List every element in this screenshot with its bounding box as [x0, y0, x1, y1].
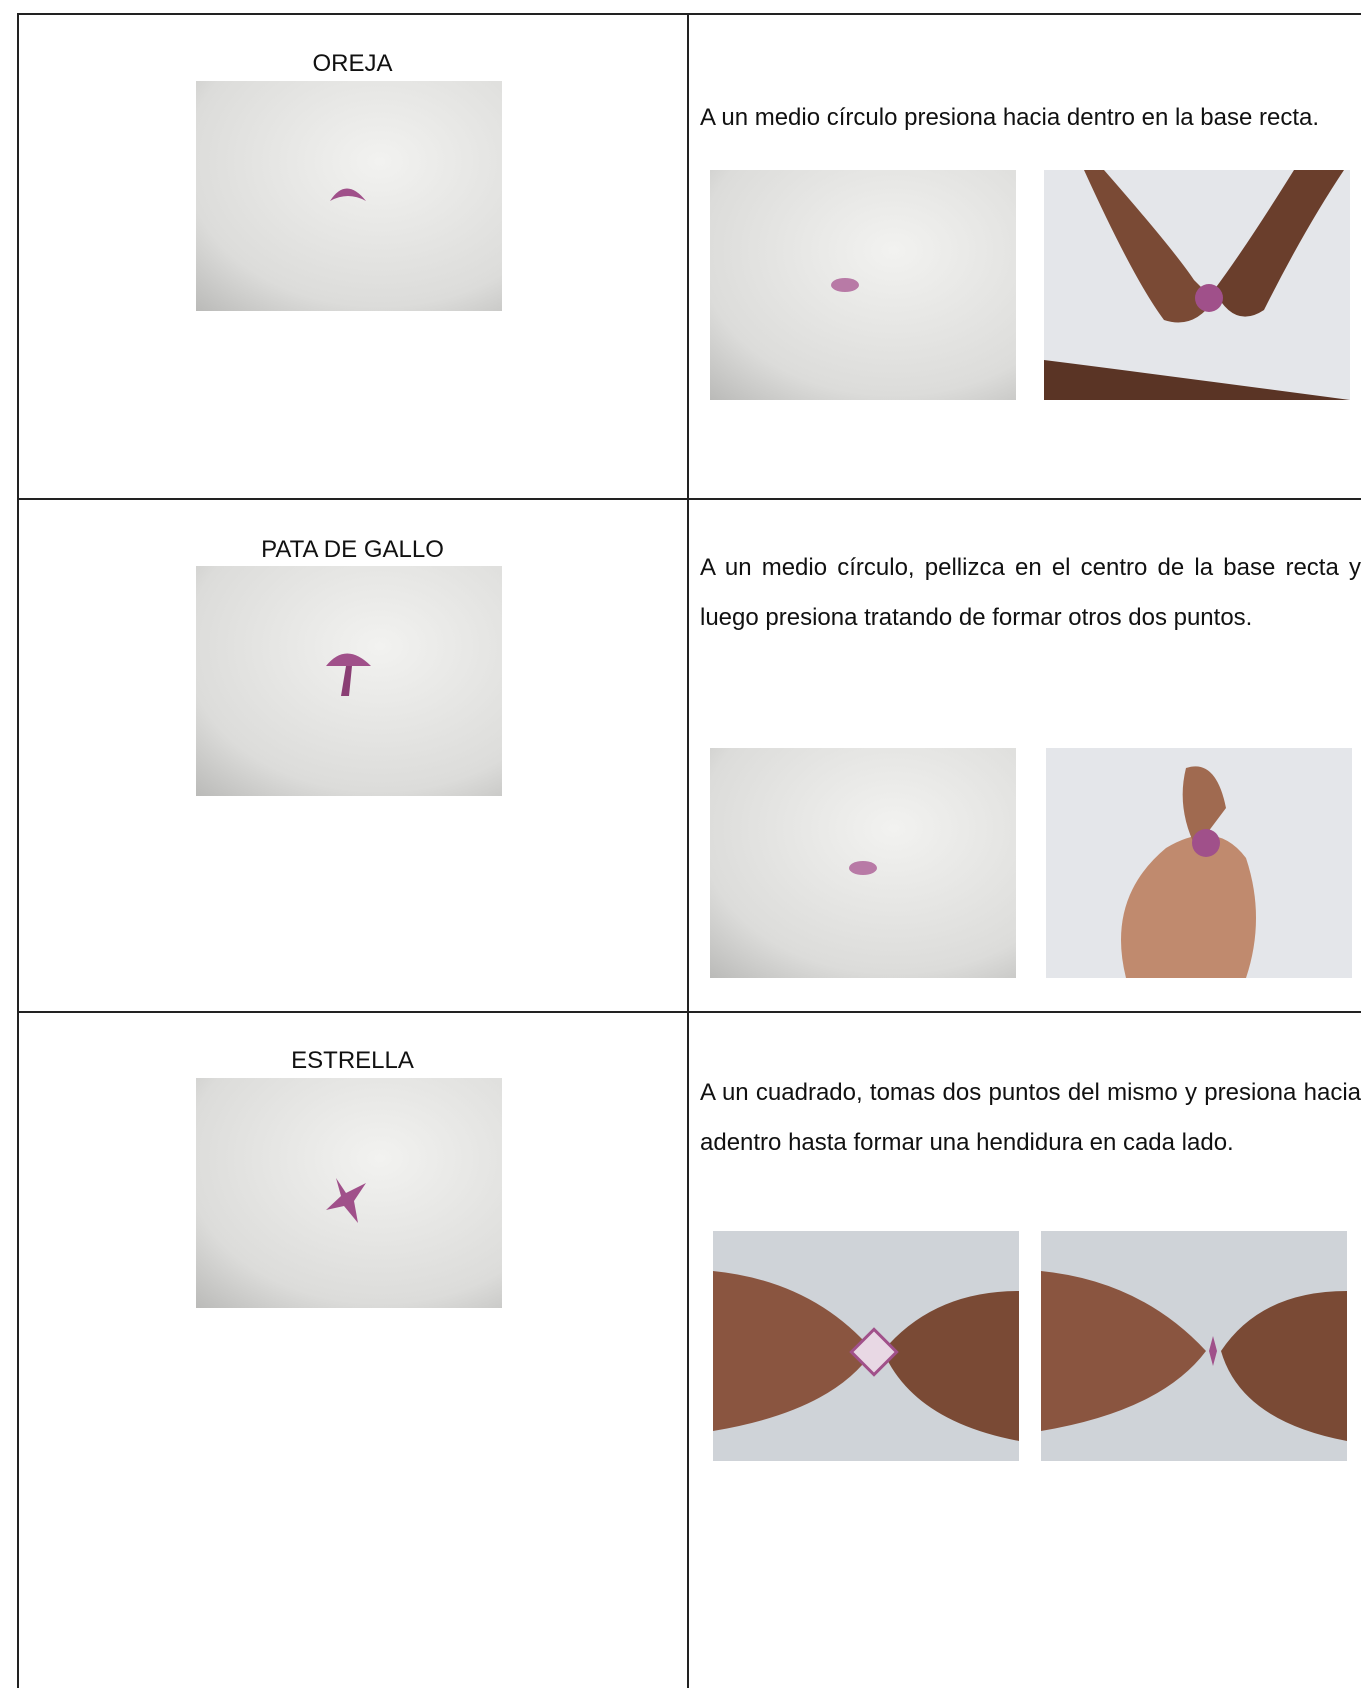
shape-description: A un medio círculo, pellizca en el centr… [700, 554, 1361, 631]
photo [1041, 1231, 1347, 1461]
photo [1044, 170, 1350, 400]
column-divider [687, 13, 689, 1688]
shape-description: A un cuadrado, tomas dos puntos del mism… [700, 1079, 1361, 1156]
photo [713, 1231, 1019, 1461]
row-divider [17, 498, 1361, 500]
photo [196, 1078, 502, 1308]
photo [710, 170, 1016, 400]
photo [196, 566, 502, 796]
shape-name: ESTRELLA [291, 1047, 414, 1074]
row-divider [17, 1011, 1361, 1013]
shape-description: A un medio círculo presiona hacia dentro… [700, 104, 1320, 131]
shape-name: OREJA [312, 50, 393, 77]
photo [1046, 748, 1352, 978]
photo [196, 81, 502, 311]
shape-name: PATA DE GALLO [261, 536, 444, 563]
photo [710, 748, 1016, 978]
table-border [17, 13, 1361, 15]
table-border [17, 13, 19, 1688]
